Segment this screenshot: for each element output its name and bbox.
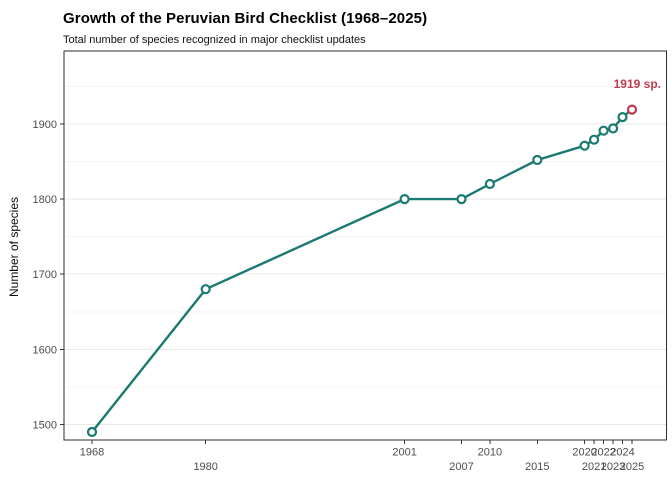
data-point [617, 111, 628, 123]
data-point [588, 134, 600, 145]
data-point [484, 178, 495, 190]
y-tick-label: 1800 [33, 194, 57, 206]
x-tick-label: 2020 [572, 447, 596, 459]
y-tick-label: 1700 [33, 269, 57, 281]
data-point [86, 426, 98, 438]
y-tick-label: 1500 [33, 420, 57, 432]
y-tick-label: 1600 [33, 344, 57, 356]
x-tick-label: 2001 [392, 447, 416, 459]
data-point [607, 123, 619, 134]
x-tick-label: 2022 [591, 447, 615, 459]
chart-title: Growth of the Peruvian Bird Checklist (1… [63, 10, 428, 27]
x-tick-label: 2025 [620, 461, 644, 473]
x-tick-label: 2010 [478, 447, 502, 459]
data-point-highlight [626, 104, 638, 115]
x-tick-label: 2023 [601, 461, 625, 473]
x-tick-label: 2021 [582, 461, 606, 473]
x-tick-label: 2024 [610, 447, 634, 459]
data-point [579, 140, 590, 151]
data-point [200, 284, 211, 295]
panel-border [63, 50, 667, 441]
panel-background [64, 51, 667, 440]
data-point [532, 154, 543, 166]
x-tick-label: 2015 [525, 461, 549, 473]
data-point [598, 125, 609, 136]
x-tick-label: 1968 [80, 447, 104, 459]
data-point [399, 194, 410, 205]
chart-subtitle: Total number of species recognized in ma… [63, 34, 366, 46]
y-tick-label: 1900 [33, 119, 57, 131]
x-tick-label: 2007 [449, 461, 473, 473]
data-point [456, 194, 467, 205]
x-tick-label: 1980 [193, 461, 217, 473]
last-point-annotation: 1919 sp. [613, 77, 661, 91]
